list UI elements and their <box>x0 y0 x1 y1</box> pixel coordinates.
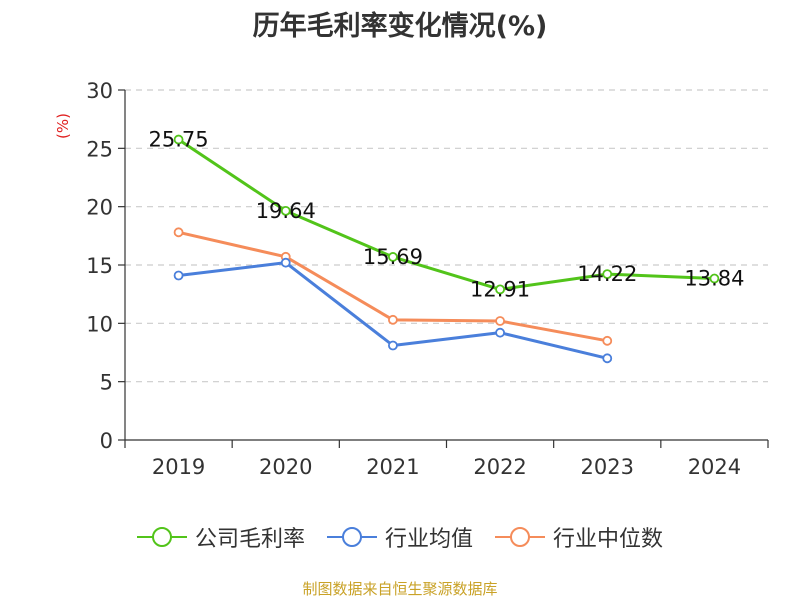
legend-marker-icon <box>136 527 187 547</box>
data-point <box>495 316 505 326</box>
x-tick-label: 2023 <box>581 455 634 479</box>
x-tick-label: 2024 <box>688 455 741 479</box>
legend-item[interactable]: 公司毛利率 <box>136 521 305 553</box>
y-tick-label: 20 <box>86 196 113 220</box>
legend-label: 行业均值 <box>384 527 473 552</box>
y-tick-label: 0 <box>100 429 113 453</box>
legend-label: 行业中位数 <box>553 527 664 552</box>
data-label: 15.69 <box>363 245 423 269</box>
x-tick-label: 2021 <box>366 455 419 479</box>
legend-label: 公司毛利率 <box>194 527 305 552</box>
data-labels: 25.75 19.64 15.69 12.91 14.22 13.84 <box>149 128 745 302</box>
data-point <box>173 227 184 238</box>
y-axis-unit-label: (%) <box>54 113 72 139</box>
y-tick-label: 10 <box>86 312 113 336</box>
gridlines <box>125 89 768 383</box>
data-point <box>602 353 613 364</box>
y-tick-label: 15 <box>86 254 113 278</box>
data-label: 14.22 <box>577 262 637 286</box>
y-tick-label: 5 <box>100 371 113 395</box>
source-note: 制图数据来自恒生聚源数据库 <box>302 580 498 598</box>
axes: 0 5 10 15 20 25 30 2019 2020 2021 2022 2023 2024 <box>86 79 769 479</box>
series-line <box>177 138 716 291</box>
data-point <box>388 340 398 351</box>
legend: 公司毛利率 行业均值 行业中位数 <box>0 520 800 554</box>
data-point <box>709 273 720 284</box>
y-tick-label: 25 <box>86 137 113 161</box>
data-point <box>602 269 613 280</box>
legend-item[interactable]: 行业中位数 <box>495 521 663 553</box>
data-point <box>280 205 291 216</box>
legend-marker-icon <box>326 527 377 547</box>
chart-title: 历年毛利率变化情况(%) <box>252 11 548 42</box>
x-tick-label: 2022 <box>473 455 526 479</box>
x-tick-label: 2019 <box>152 455 205 479</box>
data-point <box>173 134 184 145</box>
series <box>173 134 720 364</box>
data-point <box>173 270 184 281</box>
data-point <box>388 252 398 262</box>
data-point <box>280 257 291 268</box>
legend-marker-icon <box>495 527 545 547</box>
data-label: 25.75 <box>149 128 209 152</box>
data-label: 19.64 <box>256 199 316 223</box>
y-tick-label: 30 <box>86 79 113 103</box>
data-point <box>495 284 505 295</box>
legend-item[interactable]: 行业均值 <box>326 521 473 553</box>
data-label: 12.91 <box>470 277 530 301</box>
data-point <box>388 314 398 325</box>
x-tick-label: 2020 <box>259 455 312 479</box>
data-point <box>495 327 505 338</box>
data-point <box>602 335 613 346</box>
data-label: 13.84 <box>684 267 744 291</box>
